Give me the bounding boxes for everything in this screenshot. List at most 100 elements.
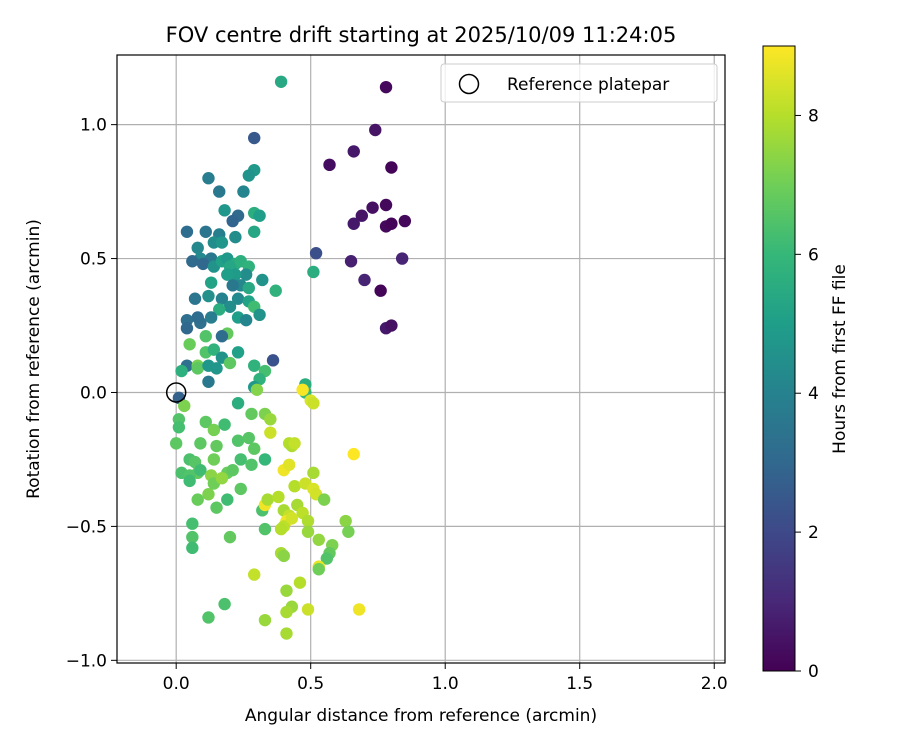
data-point xyxy=(169,437,183,450)
data-point xyxy=(218,597,231,611)
data-point xyxy=(210,439,223,453)
data-point xyxy=(280,627,293,640)
data-point xyxy=(347,447,360,461)
data-point xyxy=(317,493,331,506)
data-point xyxy=(231,434,245,447)
data-point xyxy=(183,474,196,488)
data-point xyxy=(196,257,210,271)
data-point xyxy=(342,525,355,538)
data-point xyxy=(213,185,226,198)
legend-marker-icon xyxy=(458,73,480,95)
data-point xyxy=(202,172,215,185)
data-point xyxy=(191,311,204,324)
data-point xyxy=(194,463,207,477)
y-axis-ticks: −1.0 −0.5 0.0 0.5 1.0 xyxy=(66,116,117,671)
data-point xyxy=(180,321,194,335)
data-point xyxy=(213,303,226,316)
data-point xyxy=(188,292,202,305)
y-tick-label: 0.5 xyxy=(80,250,107,270)
reference-point-marker xyxy=(165,382,187,403)
data-point xyxy=(366,201,379,214)
colorbar-gradient xyxy=(762,45,796,672)
colorbar-tick-label: 0 xyxy=(808,662,819,682)
data-point xyxy=(312,563,325,576)
data-point xyxy=(264,413,277,426)
data-point xyxy=(221,493,234,506)
data-point xyxy=(194,437,207,450)
colorbar-label: Hours from first FF file xyxy=(830,264,850,454)
data-point xyxy=(221,268,234,281)
data-point xyxy=(191,362,204,375)
data-point xyxy=(385,161,398,174)
data-point xyxy=(226,463,239,477)
legend-label: Reference platepar xyxy=(507,75,669,95)
x-axis-ticks: 0.0 0.5 1.0 1.5 2.0 xyxy=(163,663,728,694)
data-point xyxy=(369,123,382,137)
data-point xyxy=(347,145,360,158)
data-point xyxy=(202,375,215,388)
data-point xyxy=(234,482,247,496)
data-point xyxy=(242,281,256,295)
data-point xyxy=(207,343,221,356)
y-tick-label: 0.0 xyxy=(80,383,107,403)
data-point xyxy=(202,611,215,624)
colorbar-ticks: 0 2 4 6 8 xyxy=(795,106,819,682)
data-point xyxy=(374,284,387,297)
data-point xyxy=(385,217,398,230)
data-point xyxy=(204,311,218,324)
data-point xyxy=(215,471,229,485)
y-tick-label: −0.5 xyxy=(66,517,107,537)
data-point xyxy=(191,241,204,255)
data-point xyxy=(395,252,409,265)
data-point xyxy=(183,338,196,351)
data-point xyxy=(199,330,212,343)
data-point xyxy=(253,308,266,322)
data-point xyxy=(379,80,393,94)
data-point xyxy=(186,517,199,530)
data-point xyxy=(261,493,274,506)
colorbar-tick-label: 2 xyxy=(808,523,819,543)
data-point xyxy=(178,399,191,413)
data-point xyxy=(301,525,315,538)
data-point xyxy=(231,396,245,410)
data-point xyxy=(223,300,237,313)
plot-frame xyxy=(116,54,726,664)
grid-lines xyxy=(117,55,725,663)
data-point xyxy=(245,458,258,471)
data-point xyxy=(248,359,261,372)
data-point xyxy=(253,209,266,222)
data-point xyxy=(258,522,272,536)
colorbar: 0 2 4 6 8 Hours from first FF file xyxy=(762,45,850,682)
data-point xyxy=(215,292,229,305)
data-point xyxy=(231,346,245,359)
data-point xyxy=(320,552,334,565)
data-point xyxy=(258,613,272,627)
data-point xyxy=(245,407,258,421)
data-point xyxy=(347,217,360,230)
legend: Reference platepar xyxy=(440,63,718,103)
data-point xyxy=(175,364,188,378)
data-point xyxy=(248,442,261,455)
colorbar-tick-label: 4 xyxy=(808,384,819,404)
data-point xyxy=(223,530,237,544)
data-point xyxy=(186,530,199,544)
data-point xyxy=(218,204,231,217)
data-point xyxy=(379,198,393,212)
data-point xyxy=(312,533,325,546)
x-axis-label: Angular distance from reference (arcmin) xyxy=(245,706,597,726)
data-point xyxy=(288,480,301,493)
x-tick-label: 0.0 xyxy=(163,674,190,694)
data-point xyxy=(398,214,412,228)
data-point xyxy=(293,576,307,589)
data-point xyxy=(258,453,272,466)
data-point xyxy=(256,273,269,287)
data-point xyxy=(274,75,288,88)
data-point xyxy=(344,255,358,268)
legend-box xyxy=(440,63,718,103)
y-tick-label: −1.0 xyxy=(66,651,107,671)
data-point xyxy=(277,549,290,563)
data-point xyxy=(358,273,371,287)
x-tick-label: 1.0 xyxy=(432,674,459,694)
data-point xyxy=(280,584,293,597)
data-point xyxy=(339,514,352,528)
